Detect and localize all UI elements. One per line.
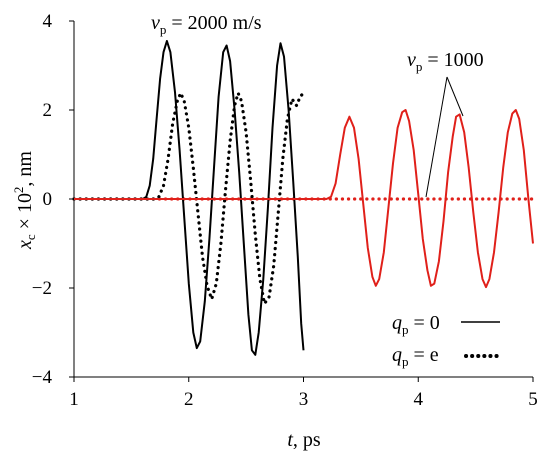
series-line-2	[74, 109, 534, 289]
y-tick-label: −2	[32, 278, 52, 299]
annotation-vp-2000: vp = 2000 m/s	[151, 12, 262, 37]
x-tick-label: 3	[299, 389, 309, 410]
y-tick-label: 0	[43, 189, 53, 210]
y-tick-label: 4	[43, 11, 53, 32]
leader-line-left	[425, 76, 448, 198]
annotation-vp-1000: vp = 1000	[407, 49, 484, 74]
y-tick-label: 2	[43, 100, 53, 121]
series-line-1	[72, 91, 306, 306]
x-tick-label: 4	[414, 389, 424, 410]
legend-label-qp-0: qp = 0	[392, 312, 440, 337]
x-axis-title: t, ps	[287, 429, 321, 451]
y-tick-label: −4	[32, 367, 53, 388]
series-line-0	[74, 40, 305, 356]
series-layer	[72, 40, 535, 356]
legend: qp = 0 qp = e	[392, 312, 504, 369]
leader-line-right	[446, 76, 464, 117]
tick-labels: 1 2 3 4 5 4 2 0 −2 −4	[32, 11, 538, 410]
x-tick-label: 2	[184, 389, 194, 410]
x-tick-label: 5	[528, 389, 538, 410]
y-axis-title: xc × 102, nm	[11, 151, 38, 250]
x-tick-label: 1	[69, 389, 79, 410]
legend-label-qp-e: qp = e	[392, 344, 439, 369]
